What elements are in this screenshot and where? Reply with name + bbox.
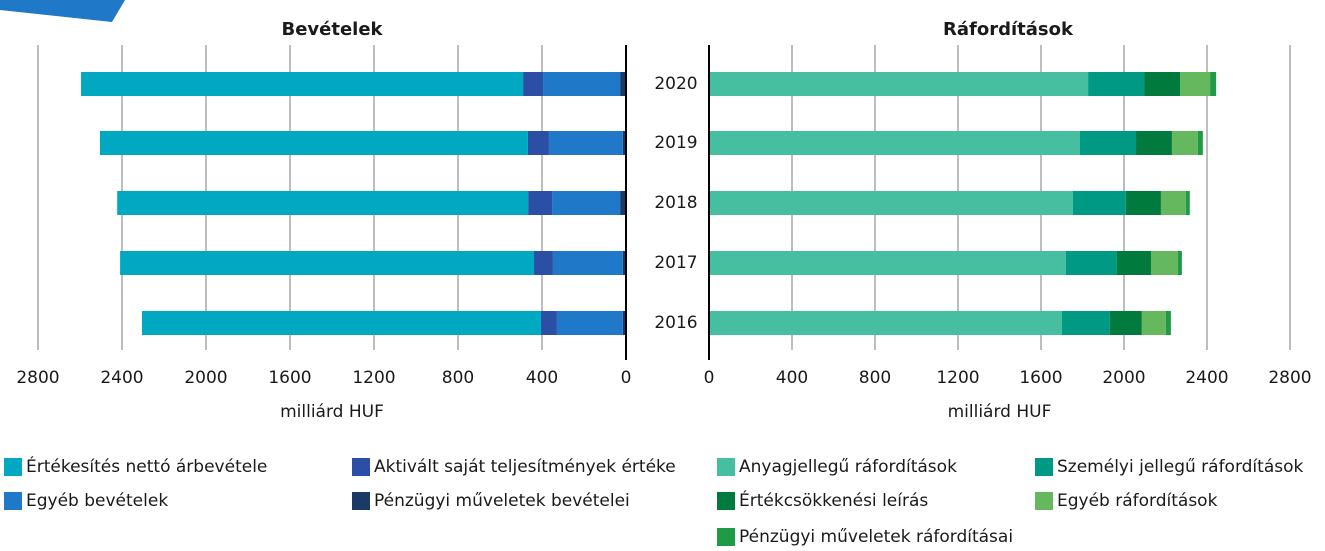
bar-segment [1185,191,1190,215]
x-tick-label: 0 [621,368,632,388]
bar-segment [552,251,623,275]
bar-segment [527,131,549,155]
bar-segment [523,72,544,96]
bar-segment [1065,251,1117,275]
x-tick-label: 800 [442,368,474,388]
bar-segment [99,131,528,155]
bar-segment [1136,131,1172,155]
legend-label: Pénzügyi műveletek ráfordításai [739,527,1013,547]
bar-segment [620,72,626,96]
bar-segment [1116,251,1151,275]
bar-segment [1180,72,1211,96]
legend-label: Értékcsökkenési leírás [739,489,928,511]
bar-segment [1080,131,1137,155]
legend-label: Értékesítés nettó árbevétele [26,455,267,477]
legend-swatch [717,528,735,546]
bar-segment [709,131,1081,155]
x-axis-label: milliárd HUF [280,402,384,422]
bar-segment [548,131,623,155]
legend-label: Pénzügyi műveletek bevételei [374,491,630,511]
x-tick-label: 2000 [1102,368,1145,388]
bar-segment [1197,131,1203,155]
x-tick-label: 2800 [16,368,59,388]
bar-segment [534,251,553,275]
y-tick-label: 2016 [654,313,697,333]
bar-segment [709,311,1062,335]
legend-label: Egyéb bevételek [26,491,168,511]
x-tick-label: 2400 [1185,368,1228,388]
x-tick-label: 400 [526,368,558,388]
y-tick-label: 2019 [654,133,697,153]
decoration [0,0,125,22]
bar-segment [1109,311,1142,335]
bar-segment [528,191,553,215]
bar-segment [1210,72,1217,96]
x-tick-label: 1600 [268,368,311,388]
legend-label: Anyagjellegű ráfordítások [739,457,957,477]
bar-segment [620,191,626,215]
bar-segment [1177,251,1182,275]
bar-segment [1072,191,1126,215]
bar-segment [1150,251,1178,275]
legend-swatch [352,458,370,476]
y-tick-label: 2020 [654,74,697,94]
bar-segment [622,311,626,335]
legend-swatch [717,458,735,476]
bar-segment [709,72,1089,96]
legend-swatch [1035,458,1053,476]
chart-title: Bevételek [281,19,383,40]
legend-swatch [717,492,735,510]
bar-segment [1125,191,1161,215]
y-tick-label: 2018 [654,193,697,213]
legend-swatch [4,458,22,476]
bar-segment [1141,311,1166,335]
x-tick-label: 800 [859,368,891,388]
legend-label: Aktivált saját teljesítmények értéke [374,457,676,477]
bar-segment [1171,131,1198,155]
bar-segment [552,191,621,215]
x-tick-label: 2400 [100,368,143,388]
legend-label: Személyi jellegű ráfordítások [1057,457,1303,477]
bar-segment [556,311,623,335]
bar-segment [622,131,626,155]
bar-segment [81,72,524,96]
x-tick-label: 1200 [936,368,979,388]
chart-title: Ráfordítások [943,19,1074,40]
bar-segment [1165,311,1171,335]
bar-segment [1061,311,1110,335]
bar-segment [709,191,1073,215]
bar-segment [117,191,529,215]
x-axis-label: milliárd HUF [948,402,1052,422]
bar-segment [540,311,557,335]
bar-segment [141,311,541,335]
bar-segment [709,251,1066,275]
x-tick-label: 1600 [1019,368,1062,388]
legend-swatch [4,492,22,510]
x-tick-label: 2000 [184,368,227,388]
x-tick-label: 1200 [352,368,395,388]
bar-segment [622,251,626,275]
bar-segment [1160,191,1186,215]
bar-segment [1088,72,1145,96]
legend-swatch [1035,492,1053,510]
legend-label: Egyéb ráfordítások [1057,491,1218,511]
x-tick-label: 400 [776,368,808,388]
bar-segment [543,72,621,96]
y-tick-label: 2017 [654,253,697,273]
x-tick-label: 0 [704,368,715,388]
legend-swatch [352,492,370,510]
x-tick-label: 2800 [1268,368,1311,388]
bar-segment [1144,72,1181,96]
bar-segment [120,251,535,275]
